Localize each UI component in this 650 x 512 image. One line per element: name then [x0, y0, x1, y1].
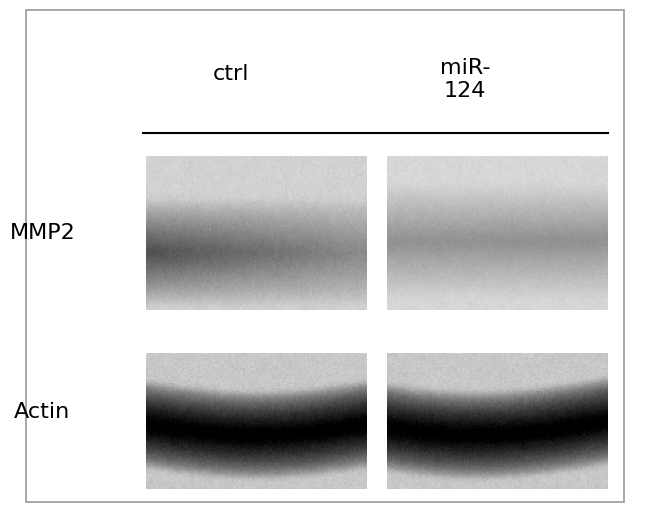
- Text: MMP2: MMP2: [9, 223, 75, 243]
- Text: ctrl: ctrl: [213, 64, 249, 84]
- Text: miR-
124: miR- 124: [439, 58, 490, 101]
- Text: Actin: Actin: [14, 402, 70, 422]
